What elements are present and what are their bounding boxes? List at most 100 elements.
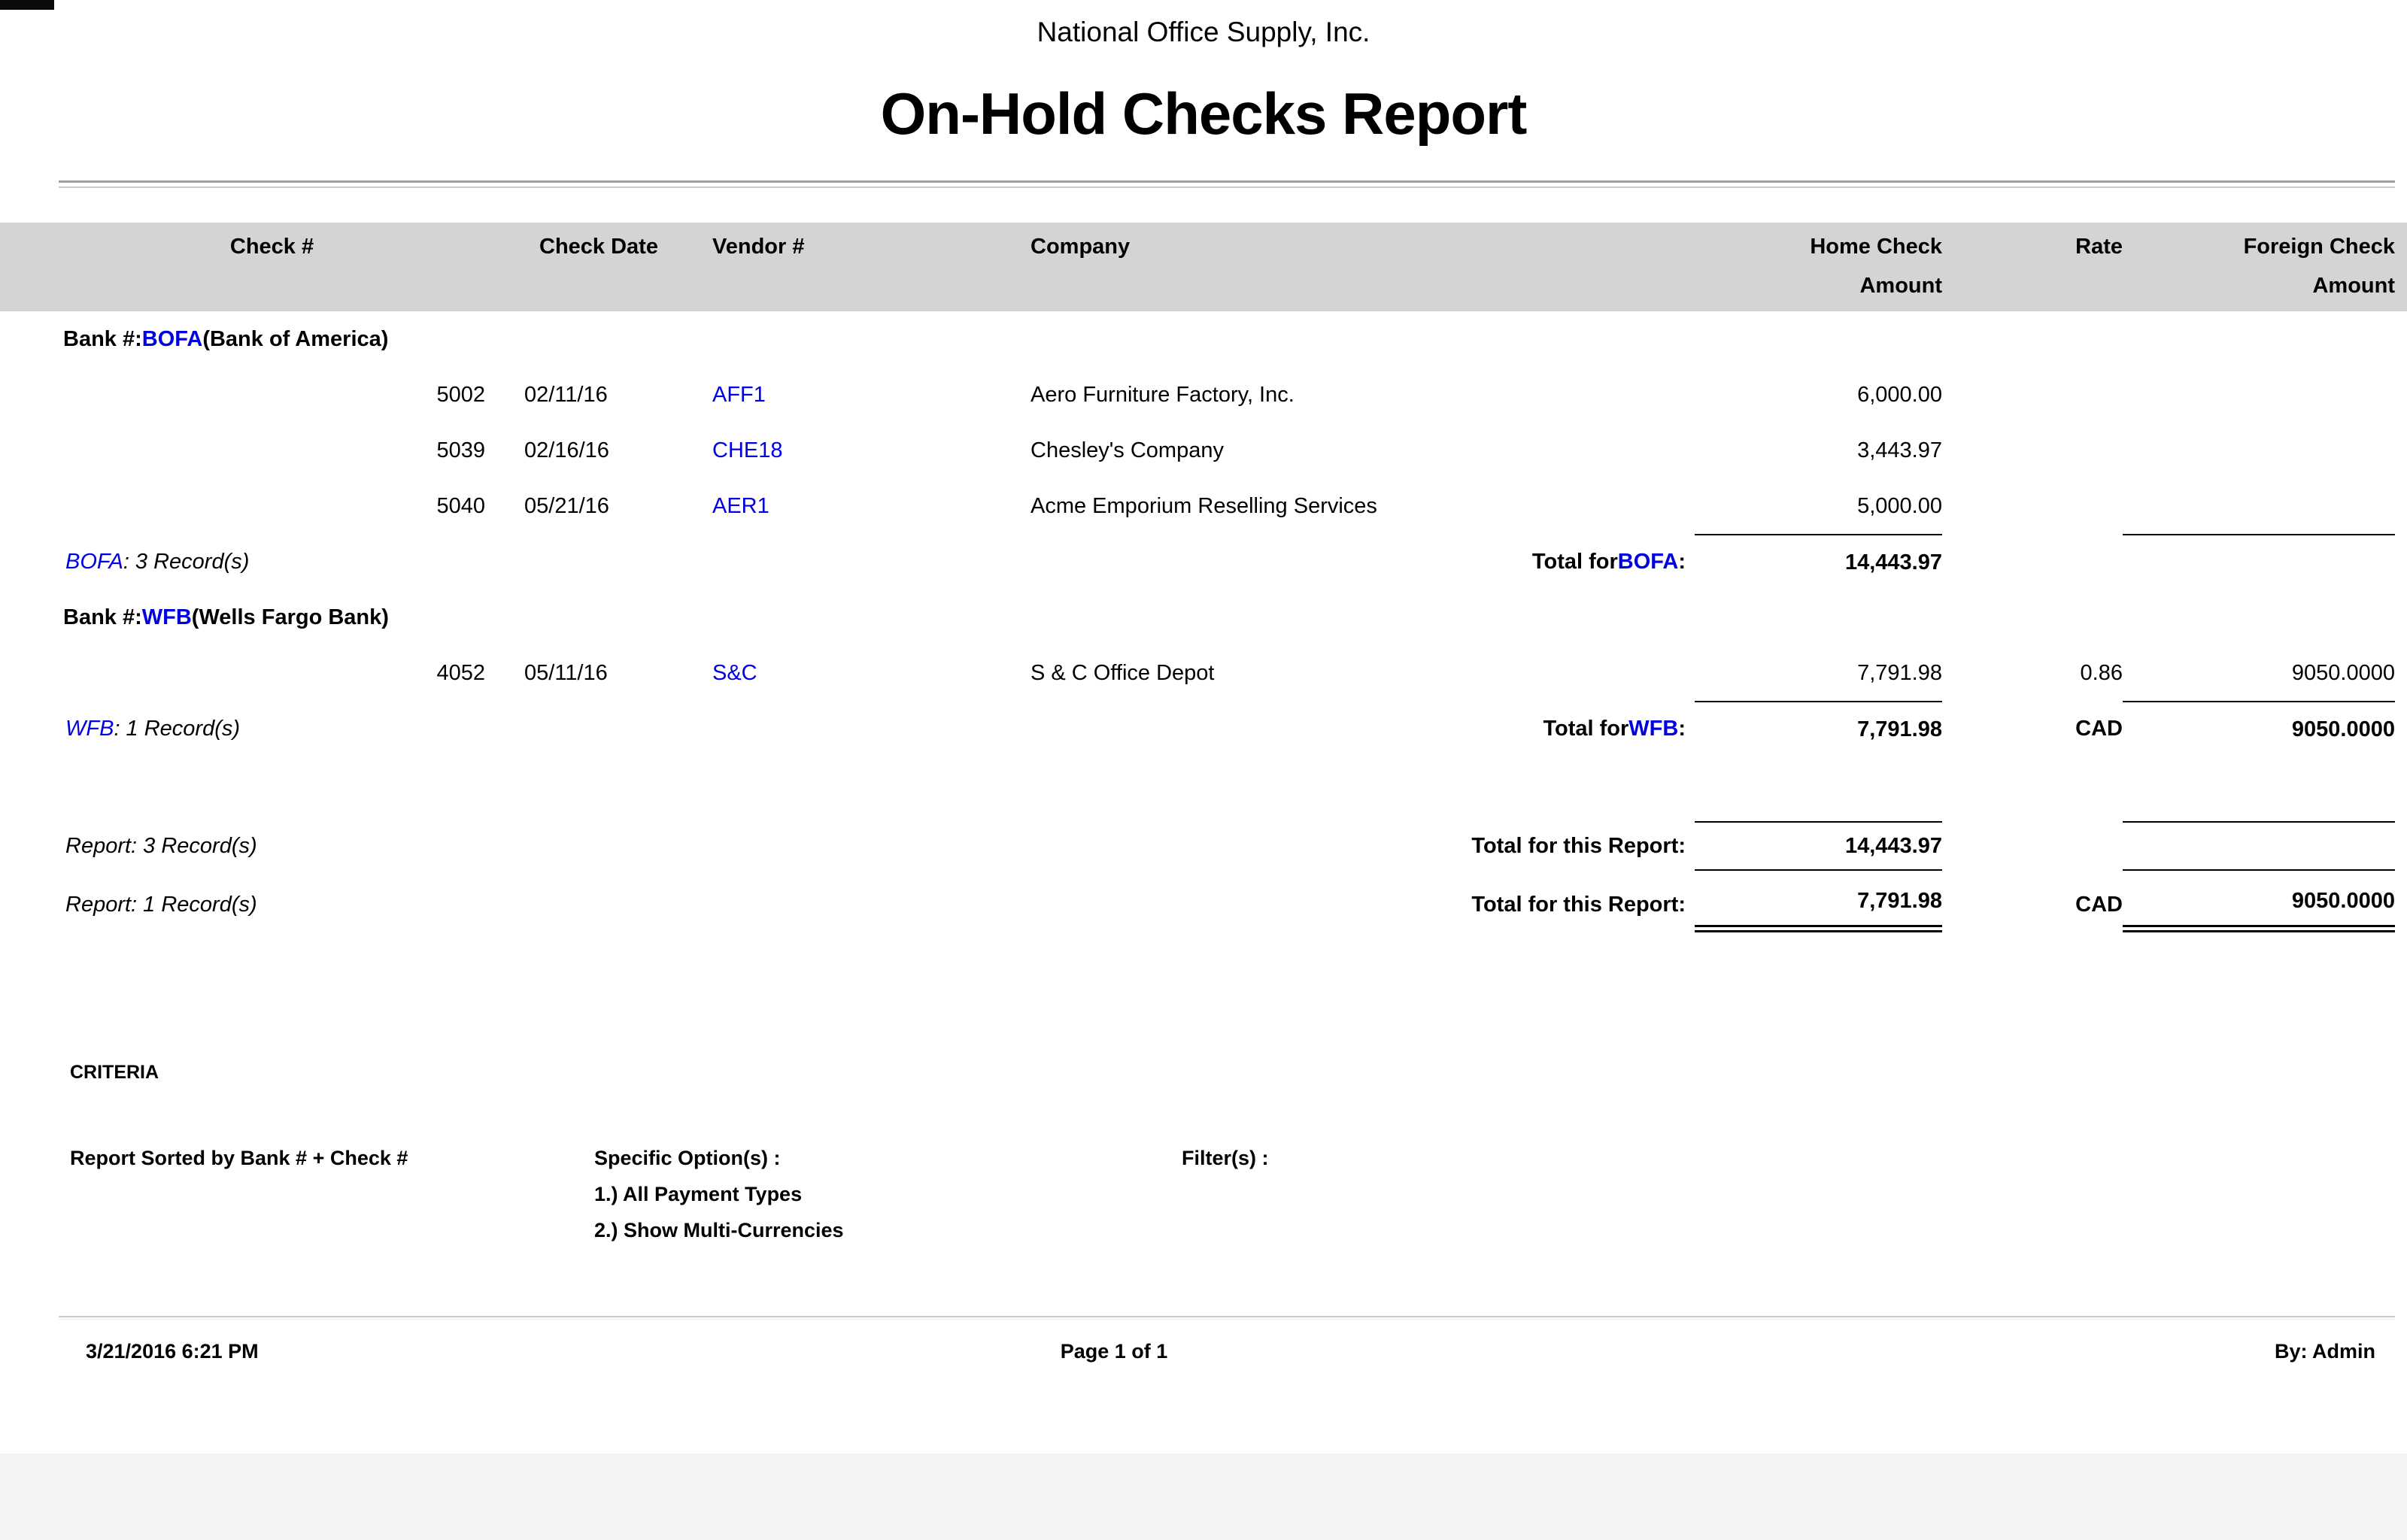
bank-name: (Bank of America): [202, 326, 389, 351]
check-date-label: Check Date: [539, 235, 658, 259]
home-amount-cell: 3,443.97: [1857, 438, 1942, 462]
column-header-company: Company: [1030, 227, 1695, 305]
vendor-code-link[interactable]: AFF1: [712, 382, 766, 407]
home-amount-cell: 5,000.00: [1857, 493, 1942, 518]
report-record-count: Report: 1 Record(s): [65, 892, 257, 917]
report-total-label: Total for this Report:: [1471, 892, 1686, 917]
column-header-foreign-amount: Foreign Check Amount: [2123, 227, 2395, 305]
total-colon: :: [1678, 549, 1686, 574]
check-number-cell: 5040: [436, 493, 485, 518]
report-foreign-total: [2123, 821, 2395, 871]
bank-group-header: Bank #: BOFA (Bank of America): [59, 311, 2395, 367]
check-date-cell: 05/21/16: [524, 493, 609, 518]
bank-number-label: Bank #:: [63, 605, 142, 629]
footer-page-number: Page 1 of 1: [1060, 1340, 1168, 1363]
criteria-options-label: Specific Option(s) :: [594, 1147, 781, 1169]
total-for-bank-code: BOFA: [1617, 549, 1679, 574]
check-row: 5039 02/16/16 CHE18 Chesley's Company 3,…: [59, 423, 2395, 478]
home-amount-cell: 7,791.98: [1857, 660, 1942, 685]
footer-datetime: 3/21/2016 6:21 PM: [86, 1340, 259, 1363]
home-check-label: Home Check: [1810, 235, 1942, 259]
rate-cell: [1942, 367, 2123, 423]
bank-record-count: WFB: 1 Record(s): [59, 701, 712, 756]
check-number-cell: 5039: [436, 438, 485, 462]
column-header-check-date: Check Date: [485, 227, 712, 305]
bank-home-total: 14,443.97: [1695, 534, 1942, 590]
report-rate-total: CAD: [2075, 892, 2123, 917]
vendor-no-label: Vendor #: [712, 235, 805, 259]
bank-home-total: 7,791.98: [1695, 701, 1942, 756]
company-name: National Office Supply, Inc.: [1037, 17, 1370, 47]
rate-cell: 0.86: [2080, 660, 2123, 685]
criteria-option: 2.) Show Multi-Currencies: [594, 1219, 844, 1241]
report-record-count: Report: 3 Record(s): [65, 833, 257, 858]
report-home-total: 7,791.98: [1695, 871, 1942, 932]
bank-name: (Wells Fargo Bank): [191, 605, 389, 629]
records-text: : 3 Record(s): [123, 549, 250, 574]
vendor-code-link[interactable]: S&C: [712, 660, 757, 685]
column-header-check-no: Check #: [59, 227, 485, 305]
criteria-options: Specific Option(s) : 1.) All Payment Typ…: [594, 1140, 1182, 1248]
footer-divider: [59, 1316, 2395, 1320]
bank-code-link[interactable]: WFB: [141, 605, 192, 629]
rate-cell: [1942, 478, 2123, 534]
company-cell: S & C Office Depot: [1030, 660, 1215, 685]
bank-rate-total: CAD: [2075, 716, 2123, 741]
footer-author: By: Admin: [2275, 1340, 2375, 1363]
bank-total-label: Total for WFB:: [712, 701, 1695, 756]
column-header-vendor-no: Vendor #: [712, 227, 1030, 305]
total-for-label: Total for: [1531, 549, 1618, 574]
report-home-total: 14,443.97: [1695, 821, 1942, 871]
bank-code-link[interactable]: BOFA: [141, 326, 203, 351]
criteria-heading: CRITERIA: [70, 1062, 159, 1083]
bank-foreign-total: 9050.0000: [2123, 701, 2395, 756]
foreign-amount-cell: [2123, 423, 2395, 478]
column-header-rate: Rate: [1942, 227, 2123, 305]
records-bank-code: WFB: [65, 716, 114, 741]
bank-rate-total: [1942, 534, 2123, 590]
report-total-row: Report: 3 Record(s) Total for this Repor…: [59, 821, 2395, 871]
home-amount-cell: 6,000.00: [1857, 382, 1942, 407]
company-cell: Acme Emporium Reselling Services: [1030, 493, 1377, 518]
records-text: : 1 Record(s): [114, 716, 241, 741]
title-divider: [59, 180, 2395, 188]
foreign-amount-label: Amount: [2312, 274, 2395, 298]
company-cell: Aero Furniture Factory, Inc.: [1030, 382, 1295, 407]
screen-artifact: [0, 0, 54, 10]
total-for-bank-code: WFB: [1628, 716, 1679, 741]
page-bottom-margin: [0, 1454, 2407, 1540]
check-number-cell: 4052: [436, 660, 485, 685]
bank-group-header: Bank #: WFB (Wells Fargo Bank): [59, 590, 2395, 645]
foreign-amount-cell: [2123, 367, 2395, 423]
foreign-amount-cell: 9050.0000: [2291, 660, 2395, 685]
check-date-cell: 02/16/16: [524, 438, 609, 462]
bank-summary-row: BOFA: 3 Record(s) Total for BOFA: 14,443…: [59, 534, 2395, 590]
report-rate-total: [1942, 821, 2123, 871]
column-header-home-amount: Home Check Amount: [1695, 227, 1942, 305]
vendor-code-link[interactable]: AER1: [712, 493, 769, 518]
rate-label: Rate: [2075, 235, 2123, 259]
check-date-cell: 02/11/16: [524, 382, 608, 407]
bank-summary-row: WFB: 1 Record(s) Total for WFB: 7,791.98…: [59, 701, 2395, 756]
report-foreign-total: 9050.0000: [2123, 871, 2395, 932]
vendor-code-link[interactable]: CHE18: [712, 438, 783, 462]
company-label: Company: [1030, 235, 1131, 259]
check-date-cell: 05/11/16: [524, 660, 608, 685]
report-footer: 3/21/2016 6:21 PM Page 1 of 1 By: Admin: [0, 1340, 2407, 1367]
company-cell: Chesley's Company: [1030, 438, 1224, 462]
criteria-filters-label: Filter(s) :: [1182, 1147, 1269, 1169]
foreign-amount-cell: [2123, 478, 2395, 534]
bank-foreign-total: [2123, 534, 2395, 590]
home-amount-label: Amount: [1859, 274, 1942, 298]
bank-total-label: Total for BOFA:: [712, 534, 1695, 590]
check-row: 5040 05/21/16 AER1 Acme Emporium Reselli…: [59, 478, 2395, 534]
total-colon: :: [1678, 716, 1686, 741]
records-bank-code: BOFA: [65, 549, 123, 574]
check-row: 5002 02/11/16 AFF1 Aero Furniture Factor…: [59, 367, 2395, 423]
check-no-label: Check #: [229, 235, 314, 259]
bank-line: Bank #: BOFA (Bank of America): [59, 311, 2395, 367]
criteria-section: Report Sorted by Bank # + Check # Specif…: [70, 1140, 1708, 1248]
bank-number-label: Bank #:: [63, 326, 142, 351]
rate-cell: [1942, 423, 2123, 478]
